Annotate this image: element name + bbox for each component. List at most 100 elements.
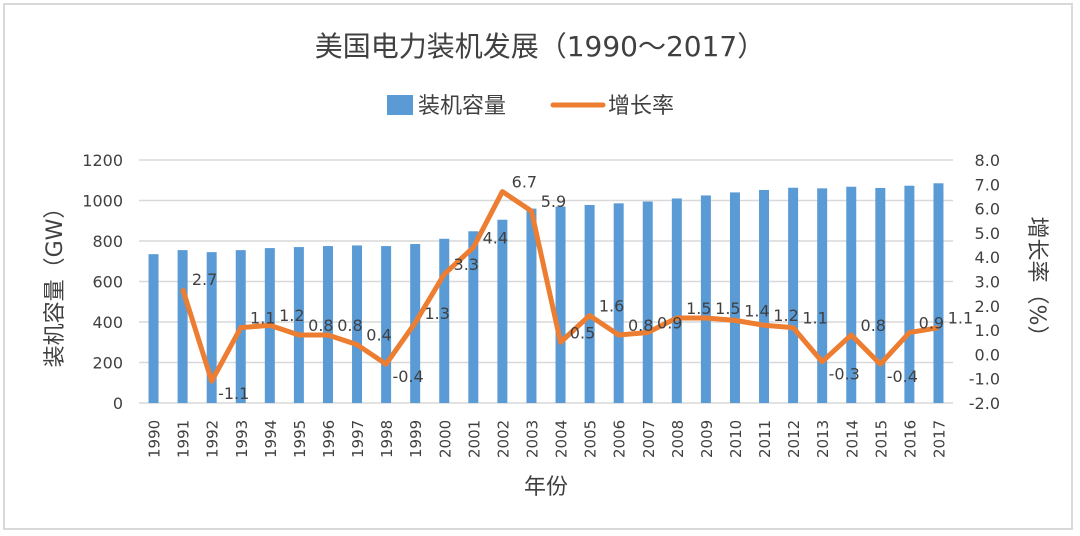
bar	[526, 208, 537, 403]
data-label: 0.5	[570, 323, 595, 342]
chart-title: 美国电力装机发展（1990～2017）	[315, 30, 766, 63]
x-tick-label: 1993	[233, 420, 251, 458]
y-left-tick-label: 0	[113, 394, 123, 413]
line-point	[501, 190, 504, 193]
x-tick-label: 2016	[901, 420, 919, 458]
x-tick-label: 1998	[378, 420, 396, 458]
bar	[846, 186, 857, 403]
bar	[177, 250, 188, 403]
data-label: 0.8	[308, 316, 333, 335]
line-point	[617, 333, 620, 336]
bar	[468, 231, 479, 403]
y-right-tick-label: 8.0	[975, 151, 1000, 170]
data-label: 1.4	[744, 301, 769, 320]
line-point	[559, 341, 562, 344]
x-tick-label: 1999	[407, 420, 425, 458]
x-tick-label: 2009	[698, 420, 716, 458]
y-axis-right-title: 增长率（%）	[1024, 217, 1049, 348]
x-tick-label: 1990	[146, 420, 164, 458]
data-label: 6.7	[512, 173, 537, 192]
y-right-tick-label: 7.0	[975, 175, 1000, 194]
line-point	[704, 316, 707, 319]
bar	[759, 189, 770, 403]
bar	[584, 204, 595, 403]
line-point	[181, 287, 184, 290]
bar	[322, 246, 333, 403]
line-point	[792, 326, 795, 329]
bar	[700, 195, 711, 403]
y-right-tick-label: 0.0	[975, 345, 1000, 364]
bar	[729, 192, 740, 403]
bar	[933, 183, 944, 403]
bar	[671, 198, 682, 403]
y-right-tick-label: -2.0	[969, 394, 1000, 413]
line-point	[733, 319, 736, 322]
x-tick-label: 2008	[669, 420, 687, 458]
y-right-tick-label: 2.0	[975, 297, 1000, 316]
line-point	[326, 333, 329, 336]
x-tick-label: 2004	[553, 420, 571, 458]
data-label: -1.1	[218, 384, 249, 403]
line-point	[268, 324, 271, 327]
data-label: 0.8	[337, 316, 362, 335]
line-point	[443, 273, 446, 276]
line-point	[414, 321, 417, 324]
x-tick-label: 2013	[814, 420, 832, 458]
data-label: 1.5	[715, 299, 740, 318]
y-left-tick-label: 800	[92, 232, 123, 251]
x-axis-title: 年份	[524, 475, 568, 500]
data-label: 0.9	[919, 314, 944, 333]
data-label: -0.3	[829, 365, 860, 384]
bar	[293, 247, 304, 403]
data-label: 1.2	[279, 306, 304, 325]
line-point	[821, 360, 824, 363]
bar	[642, 201, 653, 403]
y-left-tick-label: 400	[92, 313, 123, 332]
bar	[875, 187, 886, 403]
line-point	[763, 324, 766, 327]
x-tick-label: 1992	[204, 420, 222, 458]
x-tick-label: 1994	[262, 420, 280, 458]
data-label: 4.4	[483, 228, 508, 247]
data-label: 1.2	[773, 306, 798, 325]
x-tick-label: 2014	[843, 420, 861, 458]
y-left-tick-label: 600	[92, 273, 123, 292]
y-right-tick-label: 3.0	[975, 273, 1000, 292]
bar	[788, 187, 799, 403]
line-point	[385, 363, 388, 366]
y-left-tick-label: 200	[92, 354, 123, 373]
data-label: 1.3	[424, 304, 449, 323]
line-point	[297, 333, 300, 336]
data-label: 3.3	[454, 255, 479, 274]
y-right-tick-label: 4.0	[975, 248, 1000, 267]
data-label: 0.8	[628, 316, 653, 335]
x-tick-label: 2007	[640, 420, 658, 458]
line-point	[908, 331, 911, 334]
line-point	[472, 246, 475, 249]
y-right-tick-label: 5.0	[975, 224, 1000, 243]
bar	[497, 219, 508, 403]
data-label: 1.1	[948, 309, 973, 328]
data-label: -0.4	[392, 367, 423, 386]
x-tick-label: 2017	[930, 420, 948, 458]
y-left-tick-label: 1000	[82, 192, 123, 211]
line-point	[937, 326, 940, 329]
line-point	[879, 363, 882, 366]
bar	[613, 203, 624, 403]
bar	[381, 246, 392, 403]
x-tick-label: 2000	[436, 420, 454, 458]
data-label: 1.1	[250, 309, 275, 328]
chart-frame	[3, 3, 1073, 530]
x-tick-label: 1991	[175, 420, 193, 458]
data-label: 0.8	[861, 316, 886, 335]
legend: 装机容量 增长率	[387, 94, 674, 119]
line-point	[530, 210, 533, 213]
bar	[555, 206, 566, 403]
legend-label-bar: 装机容量	[418, 94, 506, 119]
y-right-tick-label: 6.0	[975, 200, 1000, 219]
x-tick-label: 1997	[349, 420, 367, 458]
x-tick-label: 1995	[291, 420, 309, 458]
line-point	[239, 326, 242, 329]
data-label: 2.7	[192, 270, 217, 289]
